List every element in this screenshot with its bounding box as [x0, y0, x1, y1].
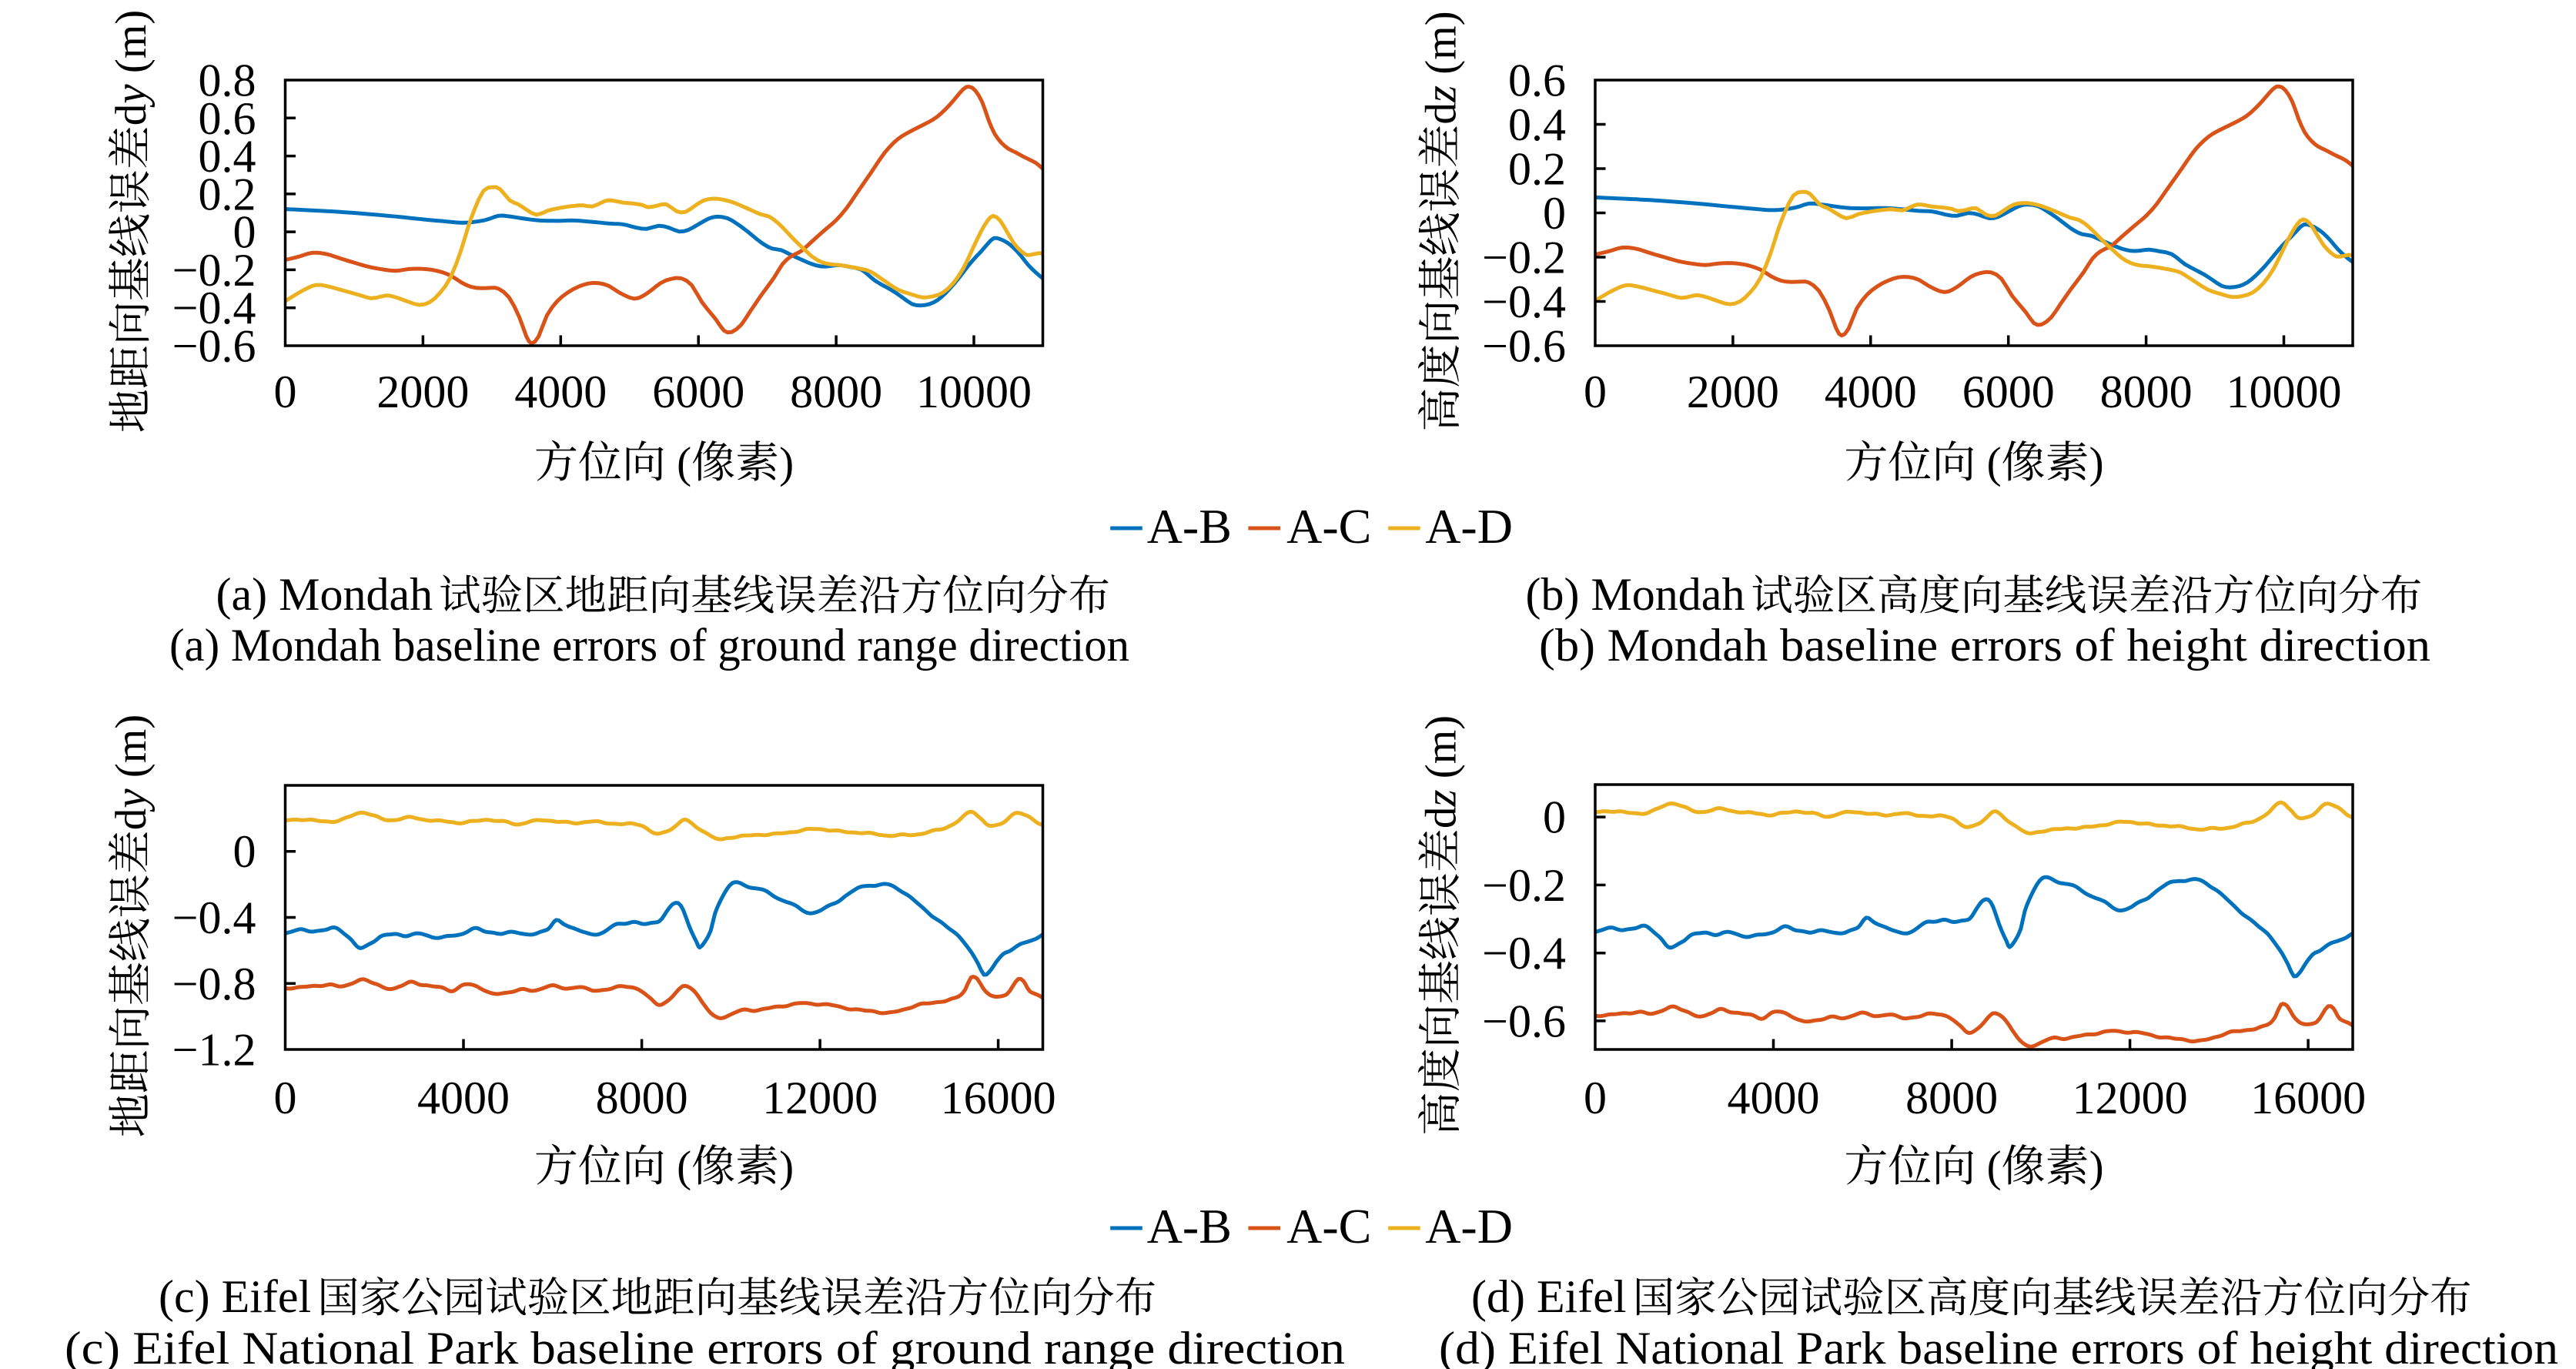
svg-text:(: (: [1987, 439, 2002, 487]
svg-text:16000: 16000: [941, 1073, 1056, 1123]
svg-text:−0.8: −0.8: [172, 959, 256, 1009]
svg-text:0.6: 0.6: [1508, 55, 1566, 106]
svg-text:A-B: A-B: [1147, 499, 1232, 554]
svg-text:(: (: [1987, 1143, 2002, 1191]
svg-text:16000: 16000: [2250, 1073, 2366, 1123]
svg-text:(c) Eifel National Park baseli: (c) Eifel National Park baseline errors …: [65, 1323, 1345, 1369]
svg-text:0: 0: [1584, 367, 1607, 417]
svg-text:12000: 12000: [2073, 1073, 2188, 1123]
svg-text:0.2: 0.2: [199, 169, 256, 219]
svg-text:10000: 10000: [916, 367, 1032, 417]
svg-text:0.2: 0.2: [1508, 144, 1566, 195]
svg-text:10000: 10000: [2226, 367, 2342, 417]
svg-text:A-D: A-D: [1425, 499, 1513, 554]
svg-text:0: 0: [274, 367, 297, 417]
svg-text:d: d: [1417, 807, 1466, 829]
svg-text:−0.6: −0.6: [172, 321, 256, 372]
svg-text:z: z: [1417, 789, 1466, 807]
svg-text:6000: 6000: [1962, 367, 2055, 417]
svg-text:−0.6: −0.6: [1482, 321, 1566, 372]
svg-text:2000: 2000: [1687, 367, 1779, 417]
svg-text:0.4: 0.4: [199, 131, 256, 182]
svg-text:0.6: 0.6: [199, 93, 256, 144]
svg-text:−0.2: −0.2: [172, 245, 256, 296]
svg-text:(m): (m): [107, 715, 156, 778]
svg-text:0: 0: [1543, 792, 1566, 843]
svg-text:(b) Mondah: (b) Mondah: [1526, 569, 1745, 620]
svg-text:8000: 8000: [1905, 1073, 1998, 1123]
svg-text:8000: 8000: [596, 1073, 688, 1123]
svg-text:(: (: [677, 439, 691, 487]
svg-text:(d) Eifel: (d) Eifel: [1471, 1271, 1627, 1322]
svg-text:−0.4: −0.4: [172, 283, 256, 333]
svg-text:): ): [2089, 439, 2104, 487]
svg-text:12000: 12000: [762, 1073, 878, 1123]
svg-text:): ): [2089, 1143, 2104, 1191]
svg-text:4000: 4000: [1728, 1073, 1820, 1123]
svg-text:0: 0: [1584, 1073, 1607, 1123]
svg-text:): ): [779, 439, 794, 487]
svg-text:8000: 8000: [790, 367, 882, 417]
svg-text:(b) Mondah baseline errors of: (b) Mondah baseline errors of height dir…: [1539, 620, 2430, 671]
svg-text:(m): (m): [1417, 715, 1466, 778]
svg-text:0: 0: [1543, 188, 1566, 239]
svg-text:d: d: [107, 808, 156, 831]
svg-text:y: y: [107, 788, 156, 812]
svg-text:(m): (m): [107, 10, 156, 73]
svg-text:(: (: [677, 1143, 691, 1191]
svg-text:4000: 4000: [514, 367, 607, 417]
svg-text:): ): [779, 1143, 794, 1191]
svg-text:4000: 4000: [417, 1073, 510, 1123]
svg-text:−1.2: −1.2: [172, 1025, 256, 1076]
svg-text:y: y: [107, 84, 156, 108]
svg-text:4000: 4000: [1825, 367, 1917, 417]
svg-text:z: z: [1417, 85, 1466, 103]
svg-text:−0.2: −0.2: [1482, 860, 1566, 911]
svg-text:(a) Mondah baseline errors of: (a) Mondah baseline errors of ground ran…: [169, 620, 1129, 671]
svg-text:(a) Mondah: (a) Mondah: [216, 569, 433, 620]
svg-text:A-B: A-B: [1147, 1199, 1232, 1254]
svg-text:−0.4: −0.4: [172, 892, 256, 943]
svg-text:2000: 2000: [376, 367, 469, 417]
svg-text:(d) Eifel National Park baseli: (d) Eifel National Park baseline errors …: [1439, 1323, 2558, 1369]
svg-text:0: 0: [233, 207, 256, 258]
svg-text:−0.6: −0.6: [1482, 996, 1566, 1046]
svg-text:0: 0: [233, 826, 256, 877]
svg-text:−0.2: −0.2: [1482, 233, 1566, 283]
svg-text:−0.4: −0.4: [1482, 928, 1566, 979]
svg-text:A-D: A-D: [1425, 1199, 1513, 1254]
svg-text:0.8: 0.8: [199, 55, 256, 106]
svg-text:6000: 6000: [652, 367, 744, 417]
svg-text:0.4: 0.4: [1508, 99, 1566, 150]
svg-text:0: 0: [274, 1073, 297, 1123]
svg-text:A-C: A-C: [1286, 499, 1371, 554]
svg-text:8000: 8000: [2100, 367, 2193, 417]
svg-text:d: d: [107, 104, 156, 126]
svg-text:A-C: A-C: [1286, 1199, 1371, 1254]
svg-text:(c) Eifel: (c) Eifel: [159, 1271, 311, 1322]
svg-text:d: d: [1417, 102, 1466, 125]
svg-text:−0.4: −0.4: [1482, 276, 1566, 327]
svg-text:(m): (m): [1417, 11, 1466, 74]
